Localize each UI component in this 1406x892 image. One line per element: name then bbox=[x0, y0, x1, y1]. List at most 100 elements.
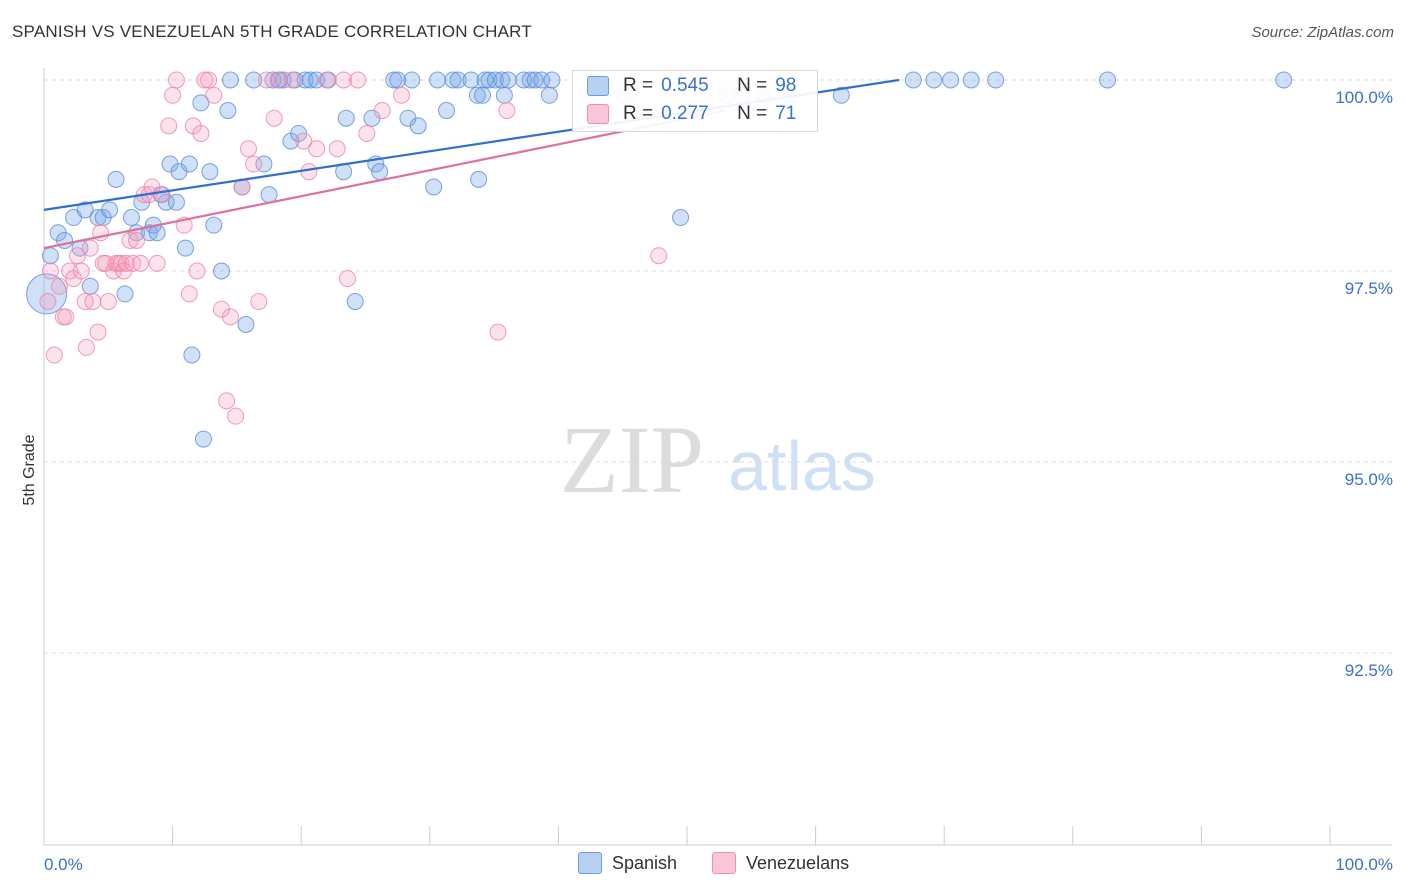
spanish-point bbox=[176, 239, 194, 257]
venezuelan-point bbox=[318, 71, 336, 89]
venezuelan-point bbox=[205, 86, 223, 104]
spanish-point bbox=[221, 71, 239, 89]
venezuelan-point bbox=[221, 308, 239, 326]
venezuelan-point bbox=[245, 155, 263, 173]
spanish-legend-swatch bbox=[578, 852, 602, 874]
spanish-point bbox=[41, 247, 59, 265]
spanish-point bbox=[495, 86, 513, 104]
legend-spanish[interactable]: Spanish bbox=[578, 852, 677, 874]
venezuelan-point bbox=[196, 71, 214, 89]
n-value-spanish: 98 bbox=[775, 75, 797, 96]
spanish-point bbox=[449, 71, 467, 89]
spanish-point bbox=[832, 86, 850, 104]
venezuelan-point bbox=[335, 71, 353, 89]
venezuelan-point bbox=[239, 140, 257, 158]
y-tick-label: 95.0% bbox=[1345, 470, 1393, 489]
y-tick-label: 100.0% bbox=[1335, 88, 1393, 107]
spanish-point bbox=[237, 315, 255, 333]
source-credit: Source: ZipAtlas.com bbox=[1251, 24, 1394, 41]
tick-labels: 100.0% 97.5% 95.0% 92.5% 0.0% 100.0% bbox=[44, 88, 1393, 874]
spanish-point bbox=[296, 71, 314, 89]
spanish-point bbox=[474, 86, 492, 104]
spanish-point bbox=[81, 277, 99, 295]
spanish-point bbox=[180, 155, 198, 173]
venezuelan-point bbox=[358, 124, 376, 142]
spanish-point bbox=[385, 71, 403, 89]
spanish-point bbox=[925, 71, 943, 89]
spanish-point bbox=[987, 71, 1005, 89]
venezuelan-point bbox=[128, 231, 146, 249]
spanish-point bbox=[371, 163, 389, 181]
spanish-point bbox=[904, 71, 922, 89]
venezuelan-point bbox=[295, 132, 313, 150]
spanish-point bbox=[480, 71, 498, 89]
venezuelan-point bbox=[61, 262, 79, 280]
spanish-point bbox=[101, 201, 119, 219]
venezuelan-point bbox=[200, 71, 218, 89]
spanish-point bbox=[192, 94, 210, 112]
spanish-point bbox=[107, 170, 125, 188]
venezuelan-point bbox=[84, 293, 102, 311]
venezuelan-point bbox=[192, 124, 210, 142]
venezuelan-point bbox=[153, 186, 171, 204]
r-label: R = bbox=[623, 103, 654, 124]
spanish-point bbox=[183, 346, 201, 364]
legend-spanish-label: Spanish bbox=[612, 852, 678, 873]
spanish-point bbox=[1275, 71, 1293, 89]
axes bbox=[43, 68, 1392, 846]
spanish-point bbox=[264, 71, 282, 89]
spanish-point bbox=[425, 178, 443, 196]
venezuelan-trend-line bbox=[43, 109, 726, 250]
venezuelan-point bbox=[148, 254, 166, 272]
venezuelan-point bbox=[89, 323, 107, 341]
spanish-point bbox=[301, 71, 319, 89]
venezuelan-point bbox=[300, 163, 318, 181]
spanish-point bbox=[526, 71, 544, 89]
spanish-point bbox=[499, 71, 517, 89]
spanish-point bbox=[260, 186, 278, 204]
venezuelan-point bbox=[180, 285, 198, 303]
spanish-point bbox=[346, 293, 364, 311]
venezuelan-point bbox=[77, 338, 95, 356]
venezuelan-point bbox=[498, 102, 516, 120]
venezuelan-point bbox=[227, 407, 245, 425]
venezuelan-point bbox=[283, 71, 301, 89]
spanish-point bbox=[255, 155, 273, 173]
venezuelan-point bbox=[164, 86, 182, 104]
x-tick-label: 0.0% bbox=[44, 855, 83, 874]
venezuelan-point bbox=[45, 346, 63, 364]
venezuelan-point bbox=[131, 254, 149, 272]
spanish-point bbox=[219, 102, 237, 120]
spanish-point bbox=[403, 71, 421, 89]
spanish-point bbox=[1099, 71, 1117, 89]
watermark-zip: ZIP bbox=[560, 406, 704, 513]
y-tick-label: 92.5% bbox=[1345, 661, 1393, 680]
spanish-point bbox=[337, 109, 355, 127]
spanish-point bbox=[462, 71, 480, 89]
spanish-point bbox=[122, 209, 140, 227]
watermark: ZIP atlas bbox=[560, 406, 876, 513]
spanish-point bbox=[942, 71, 960, 89]
spanish-point bbox=[470, 170, 488, 188]
venezuelan-point bbox=[489, 323, 507, 341]
spanish-point bbox=[194, 430, 212, 448]
correlation-legend: R = 0.545 N = 98 R = 0.277 N = 71 bbox=[572, 70, 818, 132]
venezuelan-point bbox=[328, 140, 346, 158]
venezuelan-point bbox=[188, 262, 206, 280]
venezuelan-point bbox=[218, 392, 236, 410]
spanish-point bbox=[543, 71, 561, 89]
venezuelan-point bbox=[250, 293, 268, 311]
venezuelan-point bbox=[121, 231, 139, 249]
venezuelan-point bbox=[308, 140, 326, 158]
corr-row-spanish: R = 0.545 N = 98 bbox=[587, 75, 796, 97]
venezuelan-point bbox=[650, 247, 668, 265]
n-label: N = bbox=[737, 75, 768, 96]
venezuelan-point bbox=[72, 262, 90, 280]
legend-venezuelans[interactable]: Venezuelans bbox=[712, 852, 849, 874]
spanish-point bbox=[438, 102, 456, 120]
venezuelan-point bbox=[117, 254, 135, 272]
spanish-point bbox=[245, 71, 263, 89]
venezuelan-point bbox=[257, 71, 275, 89]
spanish-point bbox=[486, 71, 504, 89]
